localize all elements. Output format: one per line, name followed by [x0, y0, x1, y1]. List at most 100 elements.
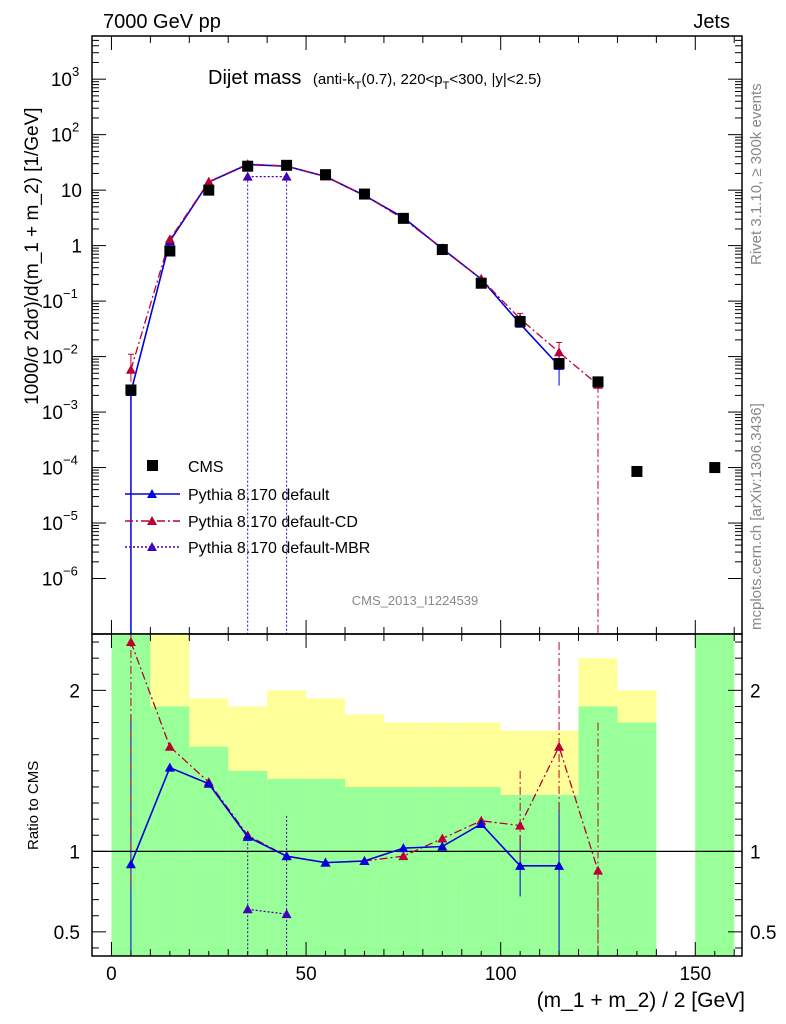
- cms-data-point: [125, 384, 137, 396]
- ratio-mbr-marker: [242, 904, 253, 914]
- ratio-default-marker: [320, 857, 331, 867]
- x-axis-label: (m_1 + m_2) / 2 [GeV]: [537, 989, 745, 1012]
- ratio-default-marker: [164, 762, 175, 772]
- ratio-tick-label: 0.5: [54, 923, 80, 944]
- cms-data-point: [514, 315, 526, 327]
- y-tick-label: 10: [51, 126, 72, 147]
- y-axis-label: 1000/σ 2dσ)/d(m_1 + m_2) [1/GeV]: [22, 107, 43, 405]
- cms-data-point: [242, 160, 254, 172]
- ratio-cd-marker: [515, 820, 526, 830]
- ratio-tick-label-right: 2: [750, 681, 761, 702]
- ratio-default: [130, 766, 560, 867]
- legend-marker: [147, 489, 157, 498]
- ratio-plot-frame: [91, 633, 743, 957]
- cms-data-point: [281, 159, 293, 171]
- ratio-band-inner: [461, 786, 501, 956]
- ratio-default-marker: [203, 778, 214, 788]
- legend-entry-label: Pythia 8.170 default-MBR: [188, 540, 370, 557]
- cms-data-point: [358, 188, 370, 200]
- cms-data-point: [553, 358, 565, 370]
- cms-data-point: [475, 277, 487, 289]
- cms-data-point: [436, 244, 448, 256]
- ratio-mbr: [247, 908, 287, 915]
- ratio-mbr-marker: [281, 909, 292, 919]
- ratio-default-marker: [359, 856, 370, 866]
- ratio-band-inner: [344, 786, 384, 956]
- ratio-tick-label-right: 1: [750, 842, 761, 863]
- cms-data-point: [203, 184, 215, 196]
- y-tick-exponent: 2: [72, 120, 79, 135]
- cms-data-point: [709, 462, 721, 474]
- ratio-default-marker: [476, 818, 487, 828]
- ratio-tick-label: 2: [69, 681, 80, 702]
- ratio-default-marker: [398, 843, 409, 853]
- ratio-cd-marker: [554, 741, 565, 751]
- legend-entry-label: Pythia 8.170 default-CD: [188, 514, 358, 531]
- ratio-tick-label: 1: [69, 842, 80, 863]
- y-tick-label: 10: [42, 459, 63, 480]
- ratio-band-inner: [306, 778, 345, 956]
- ratio-default-marker: [125, 859, 136, 869]
- ratio-cd-marker: [164, 741, 175, 751]
- cms-data-point: [592, 376, 604, 388]
- y-tick-exponent: 3: [72, 64, 79, 79]
- series-marker: [242, 171, 253, 181]
- y-tick-label: 10: [42, 292, 63, 313]
- legend: CMS Pythia 8.170 default Pythia 8.170 defa…: [125, 459, 370, 557]
- ratio-cd-marker: [437, 833, 448, 843]
- ratio-default-marker: [554, 860, 565, 870]
- y-tick-label: 10: [51, 70, 72, 91]
- ratio-cd-marker: [125, 637, 136, 647]
- legend-marker: [147, 516, 157, 525]
- y-tick-label: 10: [42, 514, 63, 535]
- cms-data-point: [320, 169, 332, 181]
- header-left-label: 7000 GeV pp: [103, 11, 221, 33]
- ratio-y-label: Ratio to CMS: [25, 761, 42, 850]
- legend-cms-marker: [147, 460, 158, 471]
- series-marker: [203, 176, 214, 186]
- ratio-cd-marker: [398, 851, 409, 861]
- ratio-band-inner: [422, 786, 462, 956]
- ratio-band-inner: [695, 634, 735, 956]
- ratio-default-marker: [281, 851, 292, 861]
- y-tick-exponent: −3: [63, 397, 78, 412]
- legend-entry-label: Pythia 8.170 default: [188, 487, 330, 504]
- ratio-cd-marker: [592, 865, 603, 875]
- cms-data-point: [631, 465, 643, 477]
- y-tick-label: 1: [71, 237, 82, 258]
- series-marker: [164, 234, 175, 244]
- y-tick-label: 10: [42, 570, 63, 591]
- y-tick-label: 10: [42, 403, 63, 424]
- ratio-plot: 0 50 100 150 0.5 0.5 1 1 2 2 Ratio to CMS (m_1 + …: [25, 633, 776, 1012]
- series-line: [130, 163, 560, 393]
- y-tick-label: 10: [61, 181, 82, 202]
- x-tick-label: 0: [106, 964, 117, 985]
- y-tick-exponent: −1: [63, 286, 78, 301]
- y-tick-label: 10: [42, 348, 63, 369]
- legend-marker: [147, 542, 157, 551]
- ratio-band-inner: [617, 722, 657, 956]
- y-tick-exponent: −4: [63, 453, 78, 468]
- y-tick-exponent: −2: [63, 342, 78, 357]
- cms-data-point: [397, 212, 409, 224]
- ratio-default-marker: [515, 860, 526, 870]
- x-tick-label: 50: [296, 964, 317, 985]
- y-tick-exponent: −5: [63, 508, 78, 523]
- series-marker: [554, 347, 565, 357]
- y-tick-exponent: −6: [63, 564, 78, 579]
- ratio-band-inner: [267, 778, 307, 956]
- x-tick-label: 100: [485, 964, 517, 985]
- ratio-default-marker: [437, 841, 448, 851]
- legend-entry-label: CMS: [188, 459, 224, 476]
- ratio-band-inner: [383, 786, 423, 956]
- watermark-label: CMS_2013_I1224539: [352, 593, 479, 608]
- cms-data-point: [164, 245, 176, 257]
- ratio-tick-label-right: 0.5: [750, 923, 776, 944]
- ratio-default-marker: [242, 831, 253, 841]
- series-marker: [125, 364, 136, 374]
- chart-title: Dijet mass (anti-kT(0.7), 220<pT<300, |y…: [208, 67, 541, 92]
- mcplots-label: mcplots.cern.ch [arXiv:1306.3436]: [748, 403, 765, 630]
- series-marker: [281, 171, 292, 181]
